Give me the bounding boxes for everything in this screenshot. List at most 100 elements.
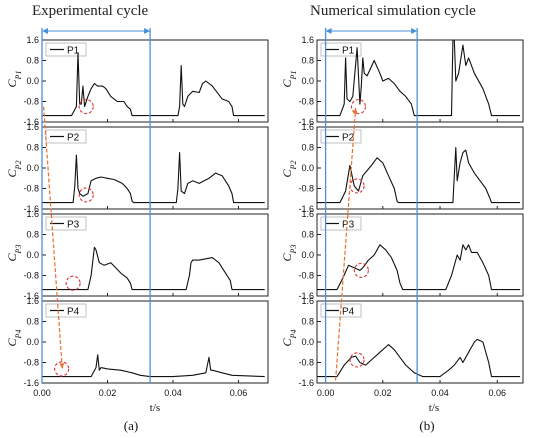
legend-label: P2 (342, 133, 355, 144)
legend-p4: P4 (45, 303, 87, 318)
y-tick-label: -0.8 (298, 271, 314, 281)
legend-label: P1 (67, 46, 80, 57)
y-tick-label: -0.8 (23, 97, 39, 107)
y-tick-label: 0.0 (301, 337, 314, 347)
highlight-circle (353, 262, 369, 278)
highlight-circle (349, 178, 365, 194)
series-line-p4 (317, 338, 521, 378)
y-axis-label: CP1 (280, 71, 298, 88)
y-tick-label: -1.6 (298, 291, 314, 301)
subplot-p3: 1.6 0.8 0.0 -0.8 -1.6 CP3 P3 (5, 209, 269, 301)
y-tick-label: 0.0 (26, 163, 39, 173)
series-line-p3 (317, 244, 521, 291)
subplot-p1: 1.6 0.8 0.0 -0.8 -1.6 CP1 P1 (5, 35, 269, 127)
x-tick-label: 0.00 (317, 388, 335, 398)
y-axis-label: CP4 (5, 330, 23, 347)
y-tick-label: -1.6 (298, 117, 314, 127)
propagation-arrow (334, 107, 357, 381)
legend-box (320, 216, 362, 231)
legend-p3: P3 (320, 216, 362, 231)
y-axis-label: CP2 (5, 161, 23, 178)
y-tick-label: 0.8 (26, 56, 39, 66)
y-tick-label: 0.8 (26, 317, 39, 327)
x-axis-label-left: t/s (150, 402, 160, 414)
y-tick-label: 1.6 (26, 209, 39, 219)
x-tick-label: 0.00 (33, 388, 51, 398)
y-axis-label: CP1 (5, 71, 23, 88)
y-tick-label: 1.6 (301, 122, 314, 132)
legend-p3: P3 (45, 216, 87, 231)
legend-box (45, 129, 87, 144)
cycle-arrow-head-right (411, 28, 418, 34)
y-tick-label: 1.6 (26, 35, 39, 45)
legend-p1: P1 (320, 42, 362, 57)
legend-box (45, 42, 87, 57)
y-tick-label: 0.0 (26, 250, 39, 260)
y-tick-label: 0.0 (301, 163, 314, 173)
highlight-circle (349, 352, 365, 368)
y-tick-label: 1.6 (26, 296, 39, 306)
y-tick-label: -1.6 (23, 291, 39, 301)
legend-box (45, 303, 87, 318)
y-axis-label: CP3 (280, 245, 298, 262)
legend-label: P4 (67, 307, 80, 318)
series-line-p1 (42, 52, 265, 117)
x-tick-label: 0.06 (230, 388, 248, 398)
legend-label: P1 (342, 46, 355, 57)
highlight-circle (350, 99, 367, 115)
y-tick-label: -1.6 (298, 204, 314, 214)
legend-box (320, 303, 362, 318)
chart-left: 1.6 0.8 0.0 -0.8 -1.6 CP1 P1 1.6 0.8 0.0 -0.8 -1.6 C… (5, 28, 269, 398)
legend-label: P2 (67, 133, 80, 144)
cycle-arrow-head-right (144, 28, 151, 34)
x-axis-label-right: t/s (429, 402, 439, 414)
x-tick-label: 0.06 (488, 388, 506, 398)
legend-p2: P2 (45, 129, 87, 144)
y-tick-label: -1.6 (23, 204, 39, 214)
legend-p1: P1 (45, 42, 87, 57)
chart-title-left: Experimental cycle (32, 3, 149, 19)
x-tick-label: 0.04 (164, 388, 182, 398)
series-line-p1 (317, 39, 521, 117)
panel-label-left: (a) (124, 418, 138, 433)
subplot-p4: 1.6 0.8 0.0 -0.8 -1.6 CP4 P4 (280, 296, 524, 388)
y-tick-label: -0.8 (23, 271, 39, 281)
y-tick-label: -0.8 (298, 184, 314, 194)
y-tick-label: 1.6 (26, 122, 39, 132)
series-line-p4 (42, 354, 265, 378)
y-tick-label: 0.8 (301, 143, 314, 153)
subplot-p3: 1.6 0.8 0.0 -0.8 -1.6 CP3 P3 (280, 209, 524, 301)
y-tick-label: 0.0 (26, 76, 39, 86)
propagation-arrow (43, 106, 63, 369)
y-tick-label: 0.8 (301, 56, 314, 66)
panel-label-right: (b) (419, 418, 434, 433)
y-tick-label: 1.6 (301, 296, 314, 306)
legend-box (45, 216, 87, 231)
y-tick-label: 0.0 (301, 250, 314, 260)
y-axis-label: CP3 (5, 245, 23, 262)
y-tick-label: 1.6 (301, 209, 314, 219)
legend-box (320, 129, 362, 144)
propagation-arrow-head (59, 363, 65, 369)
chart-right: 1.6 0.8 0.0 -0.8 -1.6 CP1 P1 1.6 0.8 0.0 -0.8 -1.6 C… (280, 28, 524, 398)
legend-p2: P2 (320, 129, 362, 144)
x-tick-label: 0.02 (99, 388, 117, 398)
y-tick-label: -0.8 (298, 97, 314, 107)
y-tick-label: -0.8 (23, 358, 39, 368)
series-line-p3 (42, 246, 265, 291)
y-axis-label: CP2 (280, 161, 298, 178)
y-tick-label: -0.8 (298, 358, 314, 368)
propagation-arrow-head (352, 107, 358, 114)
y-tick-label: 0.8 (26, 230, 39, 240)
legend-p4: P4 (320, 303, 362, 318)
y-tick-label: -1.6 (23, 117, 39, 127)
subplot-p4: 1.6 0.8 0.0 -0.8 -1.6 CP4 P4 (5, 296, 269, 388)
highlight-circle (78, 187, 94, 203)
y-tick-label: 1.6 (301, 35, 314, 45)
subplot-p2: 1.6 0.8 0.0 -0.8 -1.6 CP2 P2 (280, 122, 524, 214)
y-tick-label: 0.8 (26, 143, 39, 153)
highlight-circle (78, 99, 94, 115)
subplot-p1: 1.6 0.8 0.0 -0.8 -1.6 CP1 P1 (280, 35, 524, 127)
series-line-p2 (42, 152, 265, 204)
y-tick-label: 0.8 (301, 230, 314, 240)
